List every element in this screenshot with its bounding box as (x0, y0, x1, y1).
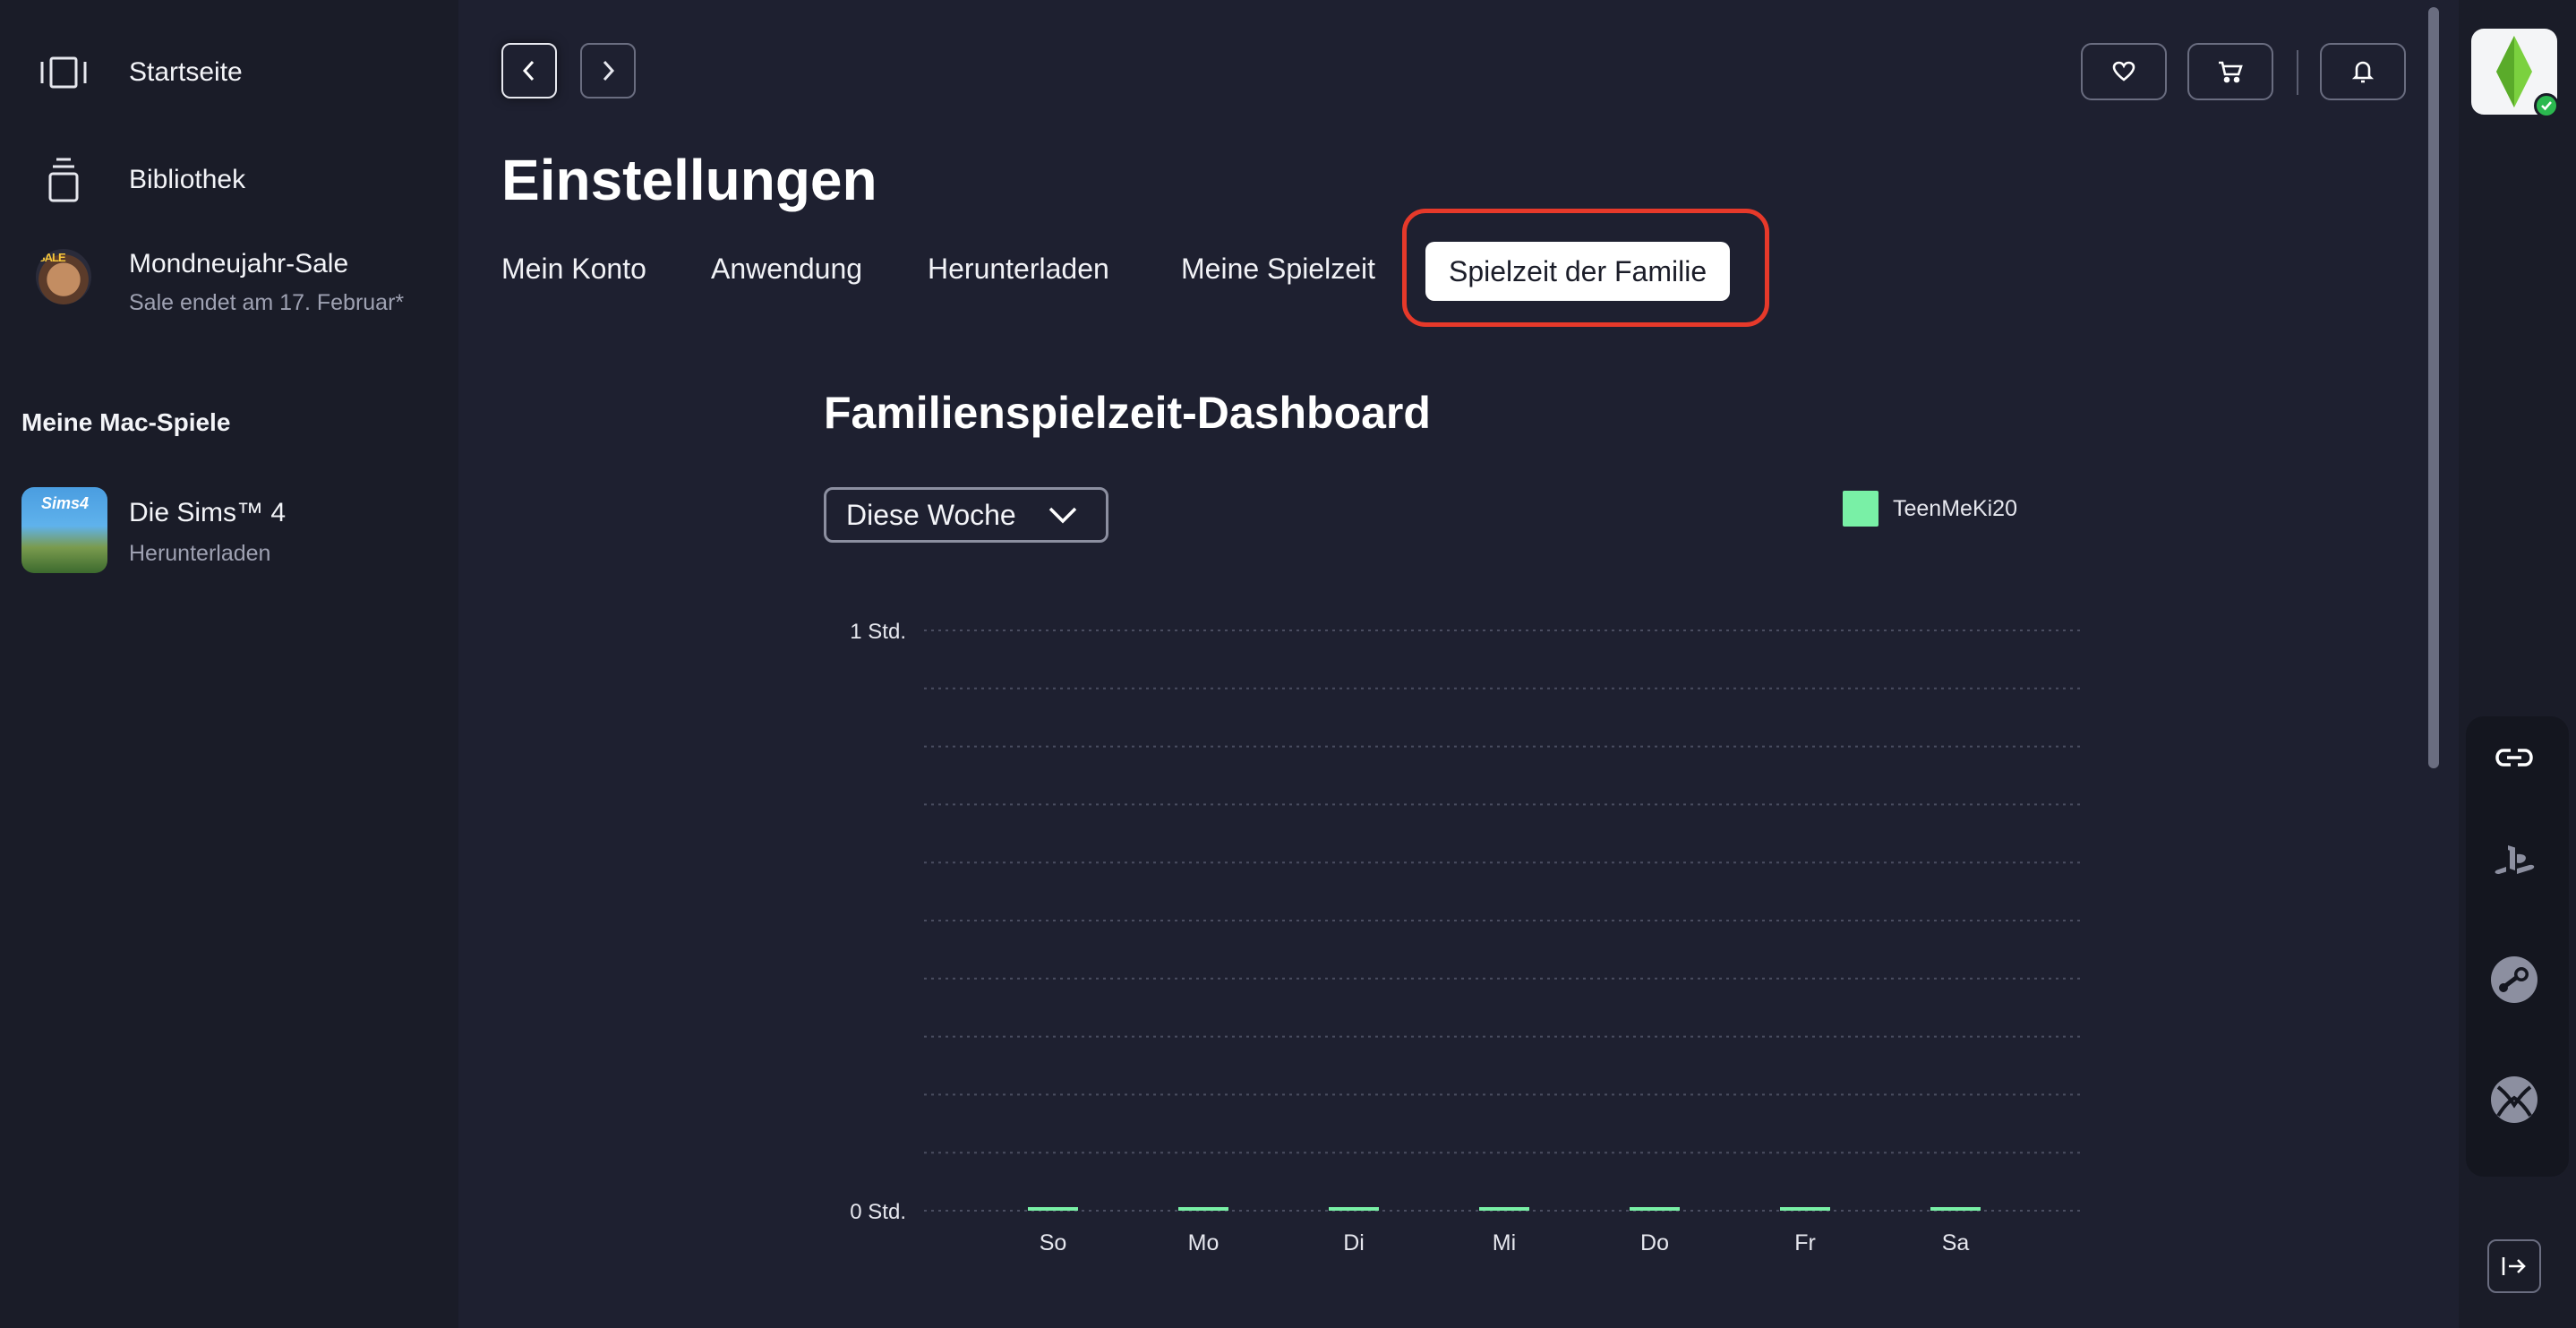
logout-button[interactable] (2487, 1239, 2541, 1293)
x-tick-label: Mi (1493, 1230, 1516, 1255)
scrollbar-thumb[interactable] (2428, 7, 2439, 768)
avatar[interactable] (2471, 29, 2557, 115)
chevron-right-icon (603, 60, 615, 81)
bell-icon (2352, 61, 2374, 83)
online-status-icon (2534, 93, 2559, 118)
y-tick-label: 1 Std. (850, 620, 906, 644)
game-thumbnail (21, 487, 107, 573)
highlight-annotation (1402, 209, 1769, 327)
period-dropdown[interactable]: Diese Woche (824, 487, 1108, 543)
notifications-button[interactable] (2320, 43, 2406, 100)
period-dropdown-value: Diese Woche (846, 498, 1016, 531)
sidebar-item-library[interactable]: Bibliothek (36, 152, 245, 208)
x-tick-label: Di (1343, 1230, 1365, 1255)
sidebar-item-promo[interactable]: Mondneujahr-Sale Sale endet am 17. Febru… (36, 249, 404, 316)
tab-my-playtime[interactable]: Meine Spielzeit (1181, 253, 1375, 285)
x-tick-label: Fr (1794, 1230, 1816, 1255)
link-icon[interactable] (2487, 731, 2541, 784)
chart-bar (1028, 1207, 1078, 1211)
back-button[interactable] (501, 43, 557, 99)
x-tick-label: Do (1640, 1230, 1669, 1255)
promo-title: Mondneujahr-Sale (129, 249, 349, 278)
sidebar-item-label: Bibliothek (129, 165, 246, 194)
section-title: Meine Mac-Spiele (21, 408, 231, 436)
x-tick-label: Sa (1942, 1230, 1970, 1255)
dashboard-title: Familienspielzeit-Dashboard (824, 388, 1431, 438)
x-tick-label: Mo (1188, 1230, 1220, 1255)
x-tick-label: So (1040, 1230, 1067, 1255)
toolbar-divider (2297, 50, 2298, 95)
promo-thumbnail (36, 249, 91, 304)
xbox-icon[interactable] (2487, 1073, 2541, 1127)
chart-bar (1329, 1207, 1379, 1211)
cart-icon (2219, 61, 2243, 83)
tab-my-account[interactable]: Mein Konto (501, 253, 646, 285)
legend-label: TeenMeKi20 (1893, 495, 2017, 521)
game-status: Herunterladen (129, 541, 271, 566)
sidebar-item-home[interactable]: Startseite (36, 45, 243, 100)
tab-application[interactable]: Anwendung (711, 253, 863, 285)
heart-icon (2112, 61, 2135, 81)
chevron-left-icon (522, 60, 535, 81)
legend-swatch (1843, 491, 1879, 527)
chevron-down-icon (1048, 507, 1077, 524)
game-title: Die Sims™ 4 (129, 498, 287, 527)
y-tick-label: 0 Std. (850, 1200, 906, 1224)
tab-family-playtime[interactable]: Spielzeit der Familie (1425, 242, 1731, 301)
forward-button[interactable] (580, 43, 636, 99)
cart-button[interactable] (2187, 43, 2273, 100)
chart-bar (1780, 1207, 1830, 1211)
sidebar-item-label: Startseite (129, 57, 243, 87)
tab-downloads[interactable]: Herunterladen (928, 253, 1109, 285)
page-title: Einstellungen (501, 148, 877, 212)
chart-legend: TeenMeKi20 (1843, 491, 2017, 527)
chart-bar (1178, 1207, 1228, 1211)
sidebar-game-item[interactable]: Die Sims™ 4 Herunterladen (21, 487, 286, 573)
logout-icon (2502, 1257, 2526, 1275)
promo-subtitle: Sale endet am 17. Februar* (129, 290, 405, 315)
steam-icon[interactable] (2487, 953, 2541, 1007)
plumbob-icon (2496, 36, 2532, 107)
chart-bar (1479, 1207, 1529, 1211)
library-icon (36, 152, 91, 208)
home-icon (36, 45, 91, 100)
chart-bar (1630, 1207, 1680, 1211)
wishlist-button[interactable] (2081, 43, 2167, 100)
playstation-icon[interactable] (2487, 835, 2541, 888)
chart-bar (1930, 1207, 1981, 1211)
sidebar: Startseite Bibliothek Mondneujahr-Sale S… (0, 0, 458, 1328)
